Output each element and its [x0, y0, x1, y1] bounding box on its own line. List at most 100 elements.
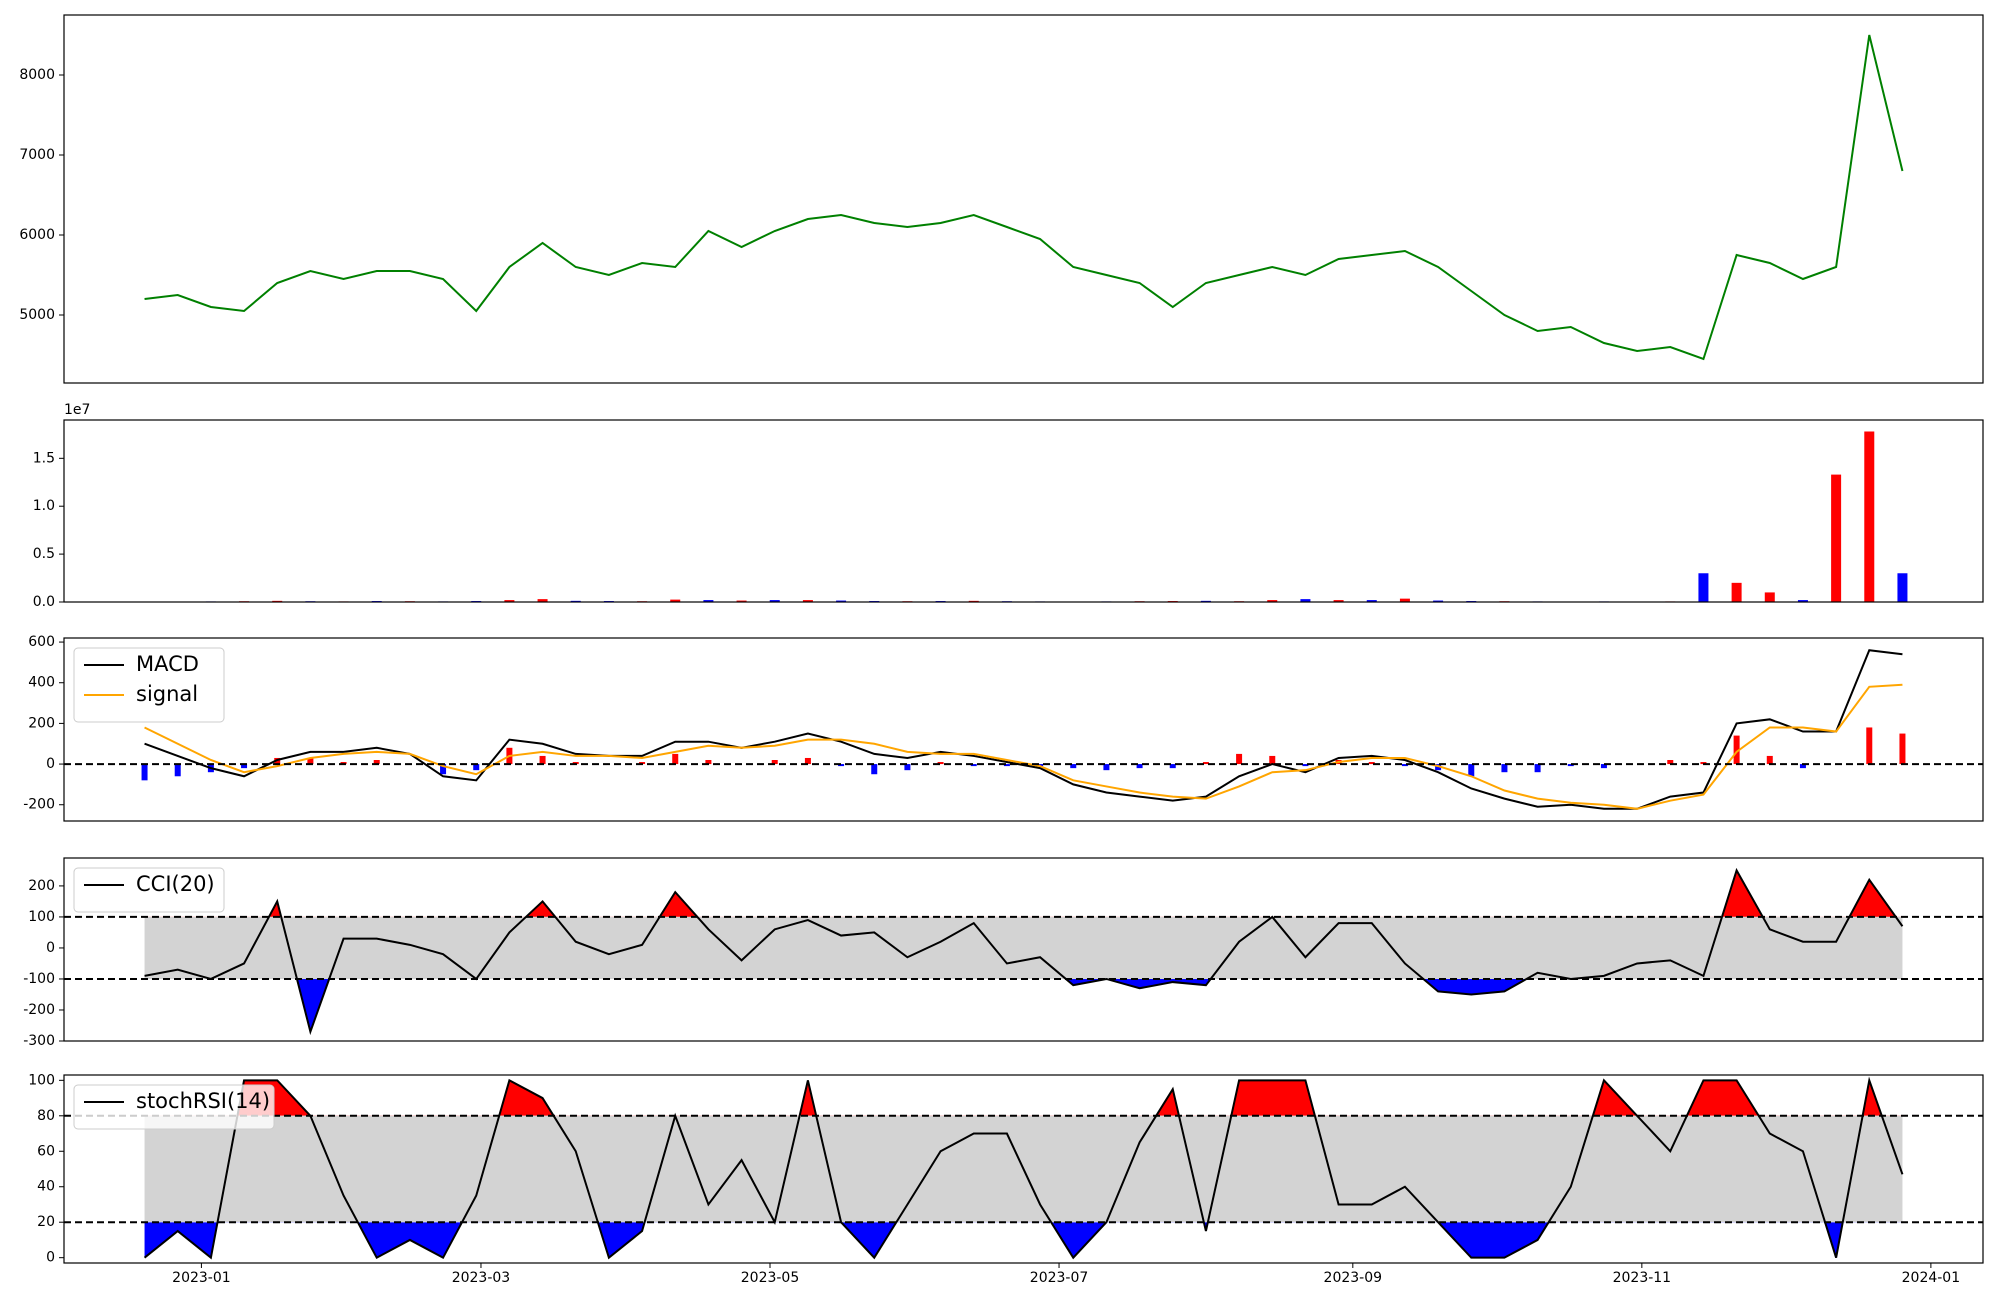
histogram-bar — [871, 764, 878, 775]
bar — [836, 600, 847, 602]
histogram-bar — [539, 755, 546, 765]
y-tick-label: 0 — [46, 940, 55, 956]
histogram-bar — [705, 760, 712, 765]
histogram-bar — [1567, 764, 1574, 767]
bar — [802, 600, 813, 602]
histogram-bar — [1401, 764, 1408, 767]
bar — [1897, 573, 1908, 602]
bar — [1267, 600, 1278, 602]
series-line — [144, 683, 1903, 810]
x-tick-label: 2023-01 — [172, 1270, 231, 1286]
y-tick-label: 100 — [28, 909, 55, 925]
legend-box — [73, 647, 225, 723]
oversold-fill — [144, 1222, 1903, 1258]
bar — [537, 599, 548, 602]
bar — [1764, 592, 1775, 602]
bar — [1300, 599, 1311, 602]
y-tick-label: 60 — [37, 1143, 55, 1159]
histogram-bar — [1302, 764, 1309, 767]
x-tick-label: 2023-09 — [1324, 1270, 1383, 1286]
legend-label: stochRSI(14) — [136, 1089, 270, 1113]
histogram-bar — [1733, 735, 1740, 765]
histogram-bar — [672, 753, 679, 765]
histogram-bar — [1468, 764, 1475, 777]
y-tick-label: 200 — [28, 878, 55, 894]
series-line — [144, 649, 1903, 810]
plot-area — [144, 34, 1904, 361]
panel: -200 0 200 400 600 MACD signal — [23, 634, 1984, 822]
histogram-bar — [174, 764, 181, 777]
y-tick-label: -200 — [23, 1002, 55, 1018]
y-tick-label: 200 — [28, 715, 55, 731]
histogram-bar — [639, 762, 646, 765]
bar — [1831, 474, 1842, 602]
histogram-bar — [473, 764, 480, 771]
histogram-bar — [970, 764, 977, 767]
histogram-bar — [1368, 762, 1375, 765]
histogram-bar — [838, 764, 845, 767]
histogram-bar — [572, 762, 579, 765]
x-tick-label: 2023-03 — [452, 1270, 511, 1286]
histogram-bar — [1799, 764, 1806, 769]
histogram-bar — [937, 762, 944, 765]
bar — [670, 599, 681, 602]
histogram-bar — [1766, 755, 1773, 765]
plot-area — [64, 1076, 1983, 1260]
legend-label: signal — [136, 682, 198, 706]
panel-frame — [63, 419, 1984, 603]
x-tick-label: 2023-05 — [741, 1270, 800, 1286]
histogram-bar — [307, 757, 314, 765]
bar — [1399, 598, 1410, 602]
overbought-fill — [144, 870, 1903, 917]
histogram-bar — [1700, 762, 1707, 765]
histogram-bar — [1070, 764, 1077, 769]
bar — [1731, 582, 1742, 602]
y-tick-label: -300 — [23, 1033, 55, 1049]
y-tick-label: 0.0 — [33, 594, 55, 610]
histogram-bar — [1534, 764, 1541, 773]
histogram-bar — [1899, 733, 1906, 765]
bar — [1864, 431, 1875, 602]
histogram-bar — [1169, 764, 1176, 769]
plot-area — [64, 649, 1983, 810]
legend-label: CCI(20) — [136, 872, 215, 896]
histogram-bar — [241, 764, 248, 769]
histogram-bar — [440, 764, 447, 775]
plot-area — [64, 867, 1983, 1036]
y-tick-label: 20 — [37, 1214, 55, 1230]
panel: 0 20 40 60 80 100 2023-01 2023-03 2023-05 2023-07… — [28, 1072, 1984, 1286]
bar — [1698, 573, 1709, 602]
panel-frame — [63, 14, 1984, 384]
y-tick-label: 8000 — [19, 67, 55, 83]
histogram-bar — [904, 764, 911, 771]
y-tick-label: -100 — [23, 971, 55, 987]
plot-area — [139, 431, 1908, 602]
y-tick-label: 6000 — [19, 227, 55, 243]
x-tick-label: 2023-11 — [1613, 1270, 1672, 1286]
bar — [769, 600, 780, 602]
bar — [1333, 600, 1344, 602]
series-line — [144, 34, 1904, 361]
bar — [736, 600, 747, 602]
bar — [1797, 600, 1808, 602]
legend-box — [73, 1084, 275, 1130]
histogram-bar — [1866, 727, 1873, 765]
panel-frame — [63, 857, 1984, 1042]
histogram-bar — [1003, 764, 1010, 767]
histogram-bar — [141, 764, 148, 781]
panel: 5000 6000 7000 8000 — [19, 14, 1984, 384]
histogram-bar — [771, 760, 778, 765]
overbought-fill — [144, 1080, 1903, 1116]
x-tick-label: 2023-07 — [1030, 1270, 1089, 1286]
histogram-bar — [1236, 753, 1243, 765]
histogram-bar — [804, 757, 811, 765]
panel-frame — [63, 637, 1984, 822]
legend-label: MACD — [136, 652, 199, 676]
histogram-bar — [1103, 764, 1110, 771]
y-tick-label: 80 — [37, 1108, 55, 1124]
y-tick-label: 0.5 — [33, 546, 55, 562]
histogram-bar — [1136, 764, 1143, 769]
bar — [703, 600, 714, 602]
y-tick-label: 7000 — [19, 147, 55, 163]
